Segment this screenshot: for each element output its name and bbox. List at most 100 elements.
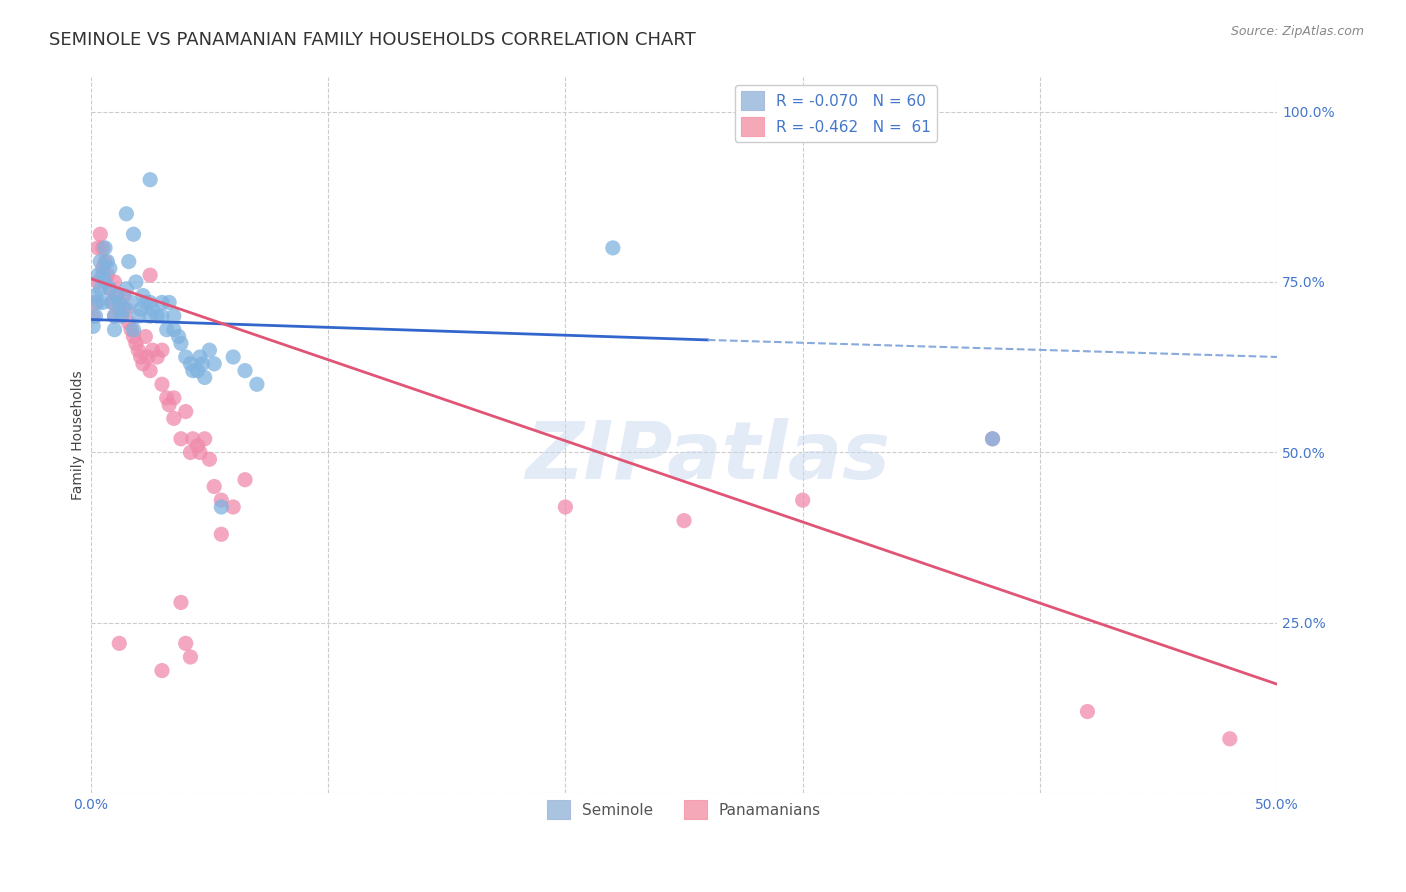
Point [125,275,148,289]
Point [108,302,131,317]
Point [115,282,138,296]
Point [1219,731,1241,746]
Point [174,404,197,418]
Point [122,227,145,242]
Point [209,493,232,508]
Point [981,432,1004,446]
Point [170,595,193,609]
Point [163,309,186,323]
Point [96,254,118,268]
Point [87,275,110,289]
Point [150,343,173,358]
Point [87,241,110,255]
Point [112,302,135,317]
Point [82,319,104,334]
Point [115,207,138,221]
Point [139,172,162,186]
Point [156,391,179,405]
Point [194,370,217,384]
Point [187,363,209,377]
Point [84,288,107,302]
Point [198,343,221,358]
Point [134,329,156,343]
Point [150,309,173,323]
Point [122,329,145,343]
Point [233,363,256,377]
Point [94,275,117,289]
Point [101,295,124,310]
Point [139,268,162,282]
Point [111,309,134,323]
Point [134,295,156,310]
Point [981,432,1004,446]
Point [150,377,173,392]
Point [94,241,117,255]
Point [202,357,225,371]
Point [120,323,142,337]
Point [209,500,232,514]
Point [89,254,111,268]
Point [179,357,201,371]
Point [84,309,107,323]
Legend: Seminole, Panamanians: Seminole, Panamanians [541,794,827,825]
Text: ZIPatlas: ZIPatlas [526,417,890,496]
Point [602,241,624,255]
Point [141,343,163,358]
Point [120,295,142,310]
Point [101,295,124,310]
Point [98,282,121,296]
Point [246,377,269,392]
Point [103,275,125,289]
Point [167,329,190,343]
Point [87,268,110,282]
Point [115,302,138,317]
Point [139,363,162,377]
Point [91,295,114,310]
Point [187,439,209,453]
Point [132,357,155,371]
Point [108,636,131,650]
Point [202,479,225,493]
Point [1076,705,1098,719]
Point [84,295,107,310]
Point [150,295,173,310]
Point [233,473,256,487]
Point [111,309,134,323]
Point [170,336,193,351]
Point [94,254,117,268]
Point [179,650,201,665]
Point [222,350,245,364]
Point [179,445,201,459]
Point [673,514,696,528]
Text: SEMINOLE VS PANAMANIAN FAMILY HOUSEHOLDS CORRELATION CHART: SEMINOLE VS PANAMANIAN FAMILY HOUSEHOLDS… [49,31,696,49]
Point [125,336,148,351]
Point [181,363,204,377]
Point [188,350,211,364]
Point [181,432,204,446]
Point [91,261,114,276]
Point [105,288,128,302]
Point [129,302,152,317]
Point [103,309,125,323]
Point [118,316,141,330]
Point [127,343,149,358]
Point [108,295,131,310]
Point [792,493,814,508]
Point [194,432,217,446]
Point [139,295,162,310]
Point [157,398,180,412]
Point [146,350,169,364]
Point [150,664,173,678]
Point [157,295,180,310]
Point [89,227,111,242]
Point [188,445,211,459]
Text: Source: ZipAtlas.com: Source: ZipAtlas.com [1230,25,1364,38]
Point [222,500,245,514]
Point [163,411,186,425]
Point [146,309,169,323]
Point [170,432,193,446]
Point [198,452,221,467]
Point [174,350,197,364]
Point [98,261,121,276]
Point [96,268,118,282]
